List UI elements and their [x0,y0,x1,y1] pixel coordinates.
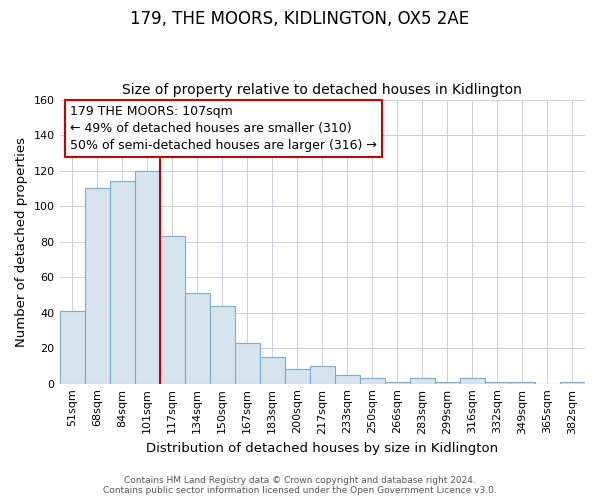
Bar [435,382,460,384]
Bar [510,382,535,384]
Text: Contains HM Land Registry data © Crown copyright and database right 2024.
Contai: Contains HM Land Registry data © Crown c… [103,476,497,495]
Title: Size of property relative to detached houses in Kidlington: Size of property relative to detached ho… [122,83,522,97]
Bar [310,366,335,384]
Bar [285,370,310,384]
Bar [134,170,160,384]
Bar [560,382,585,384]
Bar [209,306,235,384]
Bar [335,375,360,384]
Bar [185,293,209,384]
Bar [235,343,260,384]
Text: 179 THE MOORS: 107sqm
← 49% of detached houses are smaller (310)
50% of semi-det: 179 THE MOORS: 107sqm ← 49% of detached … [70,105,377,152]
Bar [85,188,110,384]
Y-axis label: Number of detached properties: Number of detached properties [15,136,28,346]
Bar [460,378,485,384]
Bar [260,357,285,384]
Bar [385,382,410,384]
Bar [410,378,435,384]
Text: 179, THE MOORS, KIDLINGTON, OX5 2AE: 179, THE MOORS, KIDLINGTON, OX5 2AE [130,10,470,28]
X-axis label: Distribution of detached houses by size in Kidlington: Distribution of detached houses by size … [146,442,499,455]
Bar [110,181,134,384]
Bar [360,378,385,384]
Bar [160,236,185,384]
Bar [59,311,85,384]
Bar [485,382,510,384]
